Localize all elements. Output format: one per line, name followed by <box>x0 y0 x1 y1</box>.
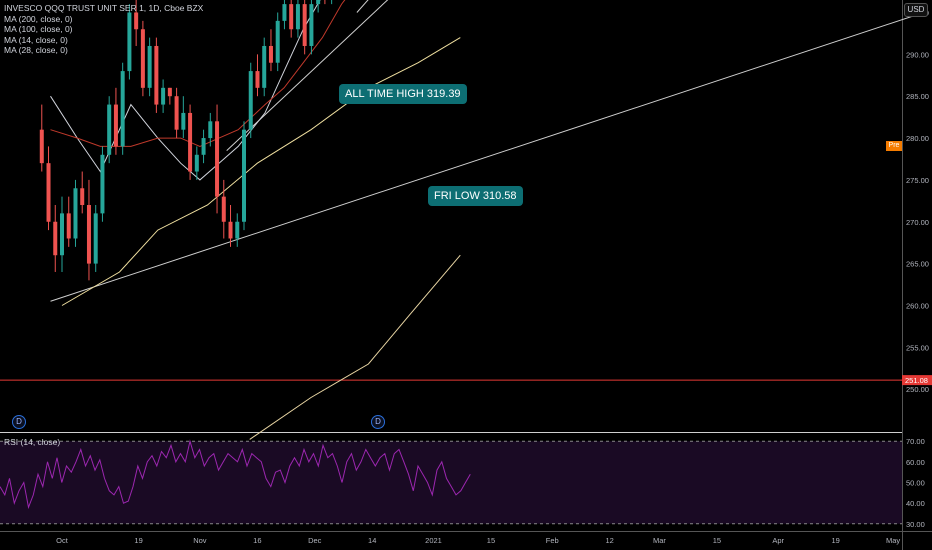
candle-body <box>154 45 159 105</box>
price-tick-label: 250.00 <box>906 385 929 394</box>
time-tick-label: Mar <box>653 536 666 545</box>
candle-body <box>194 154 199 172</box>
ma-line <box>61 37 461 306</box>
rsi-legend[interactable]: RSI (14, close) <box>4 437 61 447</box>
candle-body <box>46 163 51 222</box>
ma-line <box>50 0 346 147</box>
trendline-steep-trend <box>226 0 389 151</box>
fri-low-callout[interactable]: FRI LOW 310.58 <box>428 186 523 206</box>
ath-callout[interactable]: ALL TIME HIGH 319.39 <box>339 84 467 104</box>
candle-body <box>275 20 280 63</box>
time-tick-label: Apr <box>772 536 784 545</box>
candle-body <box>100 154 105 214</box>
ma-line <box>50 0 321 181</box>
rsi-line <box>0 439 471 510</box>
rsi-tick-label: 50.00 <box>906 479 925 488</box>
candle-body <box>134 12 139 30</box>
candle-body <box>242 129 247 222</box>
price-tag <box>902 375 932 386</box>
candle-body <box>60 213 64 256</box>
time-tick-label: 15 <box>713 536 721 545</box>
candle-body <box>228 221 233 239</box>
price-tick-label: 285.00 <box>906 92 929 101</box>
candle-body <box>73 188 78 239</box>
rsi-tick-label: 40.00 <box>906 499 925 508</box>
price-tick-label: 255.00 <box>906 343 929 352</box>
time-tick-label: 15 <box>487 536 495 545</box>
candle-body <box>147 45 152 88</box>
ma-line <box>249 254 461 440</box>
candle-body <box>107 104 112 155</box>
time-tick-label: 2021 <box>425 536 442 545</box>
time-tick-label: May <box>886 536 900 545</box>
candle-body <box>248 71 253 130</box>
time-tick-label: Nov <box>193 536 207 545</box>
currency-button[interactable]: USD <box>904 3 928 17</box>
time-tick-label: 12 <box>606 536 614 545</box>
time-tick-label: Dec <box>308 536 322 545</box>
price-tick-label: 290.00 <box>906 50 929 59</box>
candle-body <box>302 4 307 46</box>
candle-body <box>140 29 145 88</box>
candle-body <box>93 213 98 264</box>
candle-body <box>181 112 186 130</box>
price-tick-label: 280.00 <box>906 134 929 143</box>
pre-tag: Pre <box>886 141 902 151</box>
price-tick-label: 270.00 <box>906 218 929 227</box>
rsi-tick-label: 70.00 <box>906 437 925 446</box>
time-tick-label: 19 <box>831 536 839 545</box>
candle-body <box>208 121 213 139</box>
candle-body <box>188 112 193 172</box>
time-tick-label: 14 <box>368 536 376 545</box>
legend-ma-100[interactable]: MA (100, close, 0) <box>4 24 73 34</box>
candle-body <box>174 96 179 130</box>
candle-body <box>309 4 314 46</box>
candle-body <box>120 71 125 147</box>
candle-body <box>127 12 132 72</box>
candle-body <box>235 221 240 239</box>
candle-body <box>80 188 85 206</box>
legend-ma-14[interactable]: MA (14, close, 0) <box>4 34 68 45</box>
candle-body <box>86 205 91 264</box>
candle-body <box>39 129 44 164</box>
trendline-upper-channel <box>356 0 369 13</box>
candle-body <box>282 4 287 21</box>
candle-body <box>53 221 58 256</box>
legend-ma-28[interactable]: MA (28, close, 0) <box>4 45 68 55</box>
price-tick-label: 265.00 <box>906 260 929 269</box>
candle-body <box>113 104 118 147</box>
legend: INVESCO QQQ TRUST UNIT SER 1, 1D, Cboe B… <box>4 3 203 56</box>
candle-body <box>316 0 321 5</box>
price-tick-label: 260.00 <box>906 301 929 310</box>
candle-body <box>201 138 206 155</box>
legend-title: INVESCO QQQ TRUST UNIT SER 1, 1D, Cboe B… <box>4 3 204 13</box>
price-tag-label: 251.08 <box>905 376 928 385</box>
candle-body <box>262 45 267 88</box>
candle-body <box>161 87 166 105</box>
candle-body <box>255 71 260 88</box>
candle-body <box>66 213 71 239</box>
legend-ma-200[interactable]: MA (200, close, 0) <box>4 13 73 24</box>
time-tick-label: 19 <box>134 536 142 545</box>
dividend-marker[interactable]: D <box>371 415 385 429</box>
rsi-tick-label: 60.00 <box>906 458 925 467</box>
dividend-marker[interactable]: D <box>12 415 26 429</box>
time-tick-label: Oct <box>56 536 69 545</box>
candle-body <box>289 4 294 30</box>
rsi-band <box>0 441 902 524</box>
time-tick-label: Feb <box>546 536 559 545</box>
candle-body <box>215 121 220 197</box>
time-tick-label: 16 <box>253 536 261 545</box>
candle-body <box>268 45 273 63</box>
candle-body <box>221 196 226 222</box>
trendline-lower-trend <box>50 12 924 302</box>
candle-body <box>295 4 300 30</box>
rsi-tick-label: 30.00 <box>906 520 925 529</box>
price-tick-label: 275.00 <box>906 176 929 185</box>
candle-body <box>167 87 172 97</box>
